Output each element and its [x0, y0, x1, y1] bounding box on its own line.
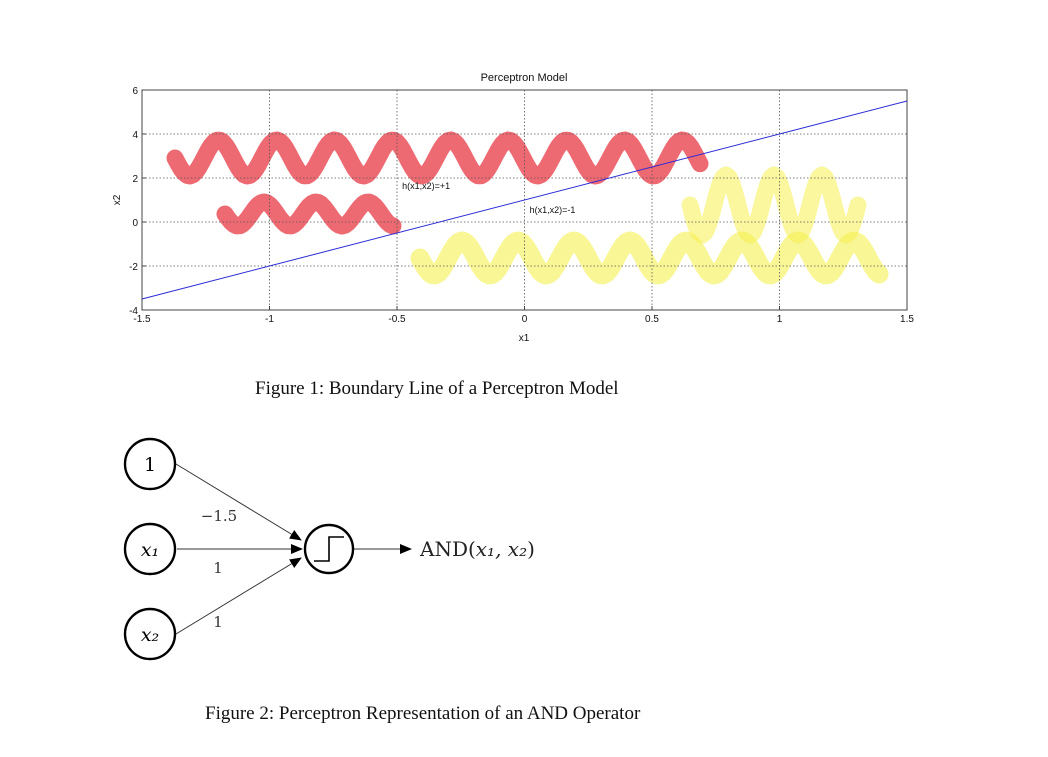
region-scribbles: [166, 131, 889, 285]
y-tick-label: 2: [132, 174, 138, 185]
weight-bias: −1.5: [201, 507, 237, 525]
x-tick-label: 0: [522, 314, 528, 325]
x-tick-label: 1: [777, 314, 783, 325]
region-annotation: h(x1,x2)=-1: [530, 205, 576, 215]
perceptron-boundary-chart: -1.5 -1 -0.5 0 0.5 1 1.5 -4 -2 0 2 4 6 Perceptron Mo…: [112, 72, 914, 344]
x-tick-label: 1.5: [900, 314, 914, 325]
negative-region-scribble: [681, 166, 867, 244]
positive-region-scribble: [216, 193, 402, 235]
x-axis-label: x1: [519, 333, 530, 344]
x-tick-label: -1.5: [133, 314, 151, 325]
region-annotation: h(x1,x2)=+1: [402, 181, 450, 191]
weight-x1: 1: [213, 559, 223, 577]
input-node-bias: [123, 437, 177, 491]
chart-title: Perceptron Model: [481, 72, 568, 84]
y-tick-label: 6: [132, 86, 138, 97]
x-tick-label: 0.5: [645, 314, 659, 325]
x-tick-label: -0.5: [388, 314, 406, 325]
input-label-bias: 1: [144, 454, 156, 476]
edge-bias: [175, 463, 302, 541]
x-tick-label: -1: [265, 314, 274, 325]
y-tick-label: 0: [132, 218, 138, 229]
figure2-caption: Figure 2: Perceptron Representation of a…: [205, 703, 641, 724]
axis-ticks: -1.5 -1 -0.5 0 0.5 1 1.5 -4 -2 0 2 4 6: [129, 86, 914, 325]
negative-region-scribble: [410, 231, 889, 285]
input-node-x1: [123, 522, 177, 576]
y-tick-label: 4: [132, 130, 138, 141]
input-node-x2: [123, 607, 177, 661]
boundary-line: [141, 100, 908, 300]
edge-x2: [175, 557, 302, 635]
output-label: AND(x₁, x₂): [419, 537, 535, 561]
figure1-caption: Figure 1: Boundary Line of a Perceptron …: [255, 378, 619, 399]
input-label-x1: x₁: [141, 539, 159, 561]
y-tick-label: -4: [129, 306, 138, 317]
input-label-x2: x₂: [141, 624, 159, 646]
chart-annotations: h(x1,x2)=+1 h(x1,x2)=-1: [402, 181, 575, 215]
step-function-icon: [314, 536, 344, 562]
y-tick-label: -2: [129, 262, 138, 273]
series-layer: [141, 100, 908, 300]
positive-region-scribble: [166, 131, 709, 185]
y-axis-label: x2: [112, 194, 123, 205]
weight-x2: 1: [213, 613, 223, 631]
